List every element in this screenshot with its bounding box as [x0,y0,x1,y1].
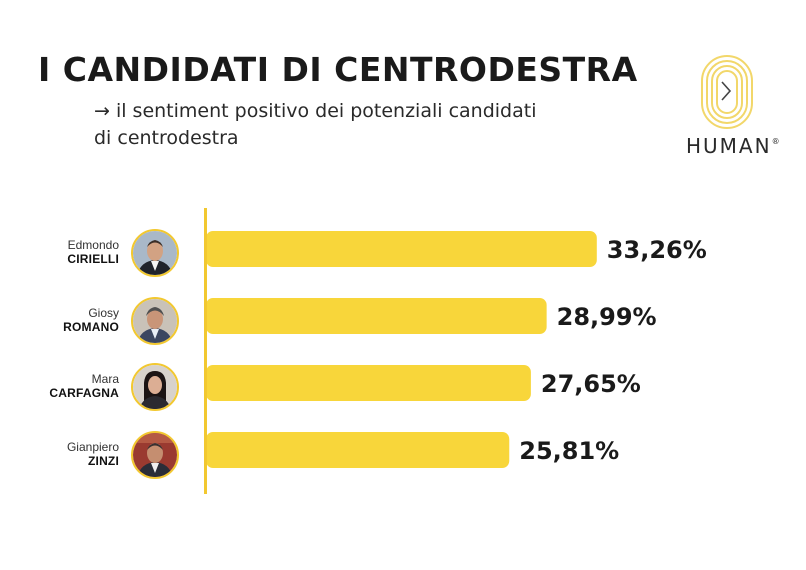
bar [206,365,531,401]
category-axis-line [204,208,207,494]
candidate-last-name: CIRIELLI [67,252,119,266]
candidate-last-name: ZINZI [88,454,119,468]
candidate-first-name: Mara [91,372,119,386]
bar-value-label: 33,26% [607,236,707,264]
candidate-first-name: Giosy [88,306,119,320]
chart-title: I CANDIDATI DI CENTRODESTRA [38,50,638,89]
logo-wordmark: HUMAN® [686,134,780,158]
candidate-avatar [131,431,179,479]
bar [206,432,510,468]
bar [206,231,597,267]
bar-value-label: 27,65% [541,370,641,398]
candidate-label: Mara CARFAGNA [20,372,119,400]
bar [206,298,547,334]
chart-subtitle: → il sentiment positivo dei potenziali c… [94,100,537,149]
candidate-first-name: Gianpiero [66,440,119,454]
candidate-avatar [131,297,179,345]
human-logo-icon [684,52,784,162]
candidate-avatar [131,229,179,277]
candidate-last-name: CARFAGNA [49,386,119,400]
candidate-label: Edmondo CIRIELLI [20,238,119,266]
candidate-label: Gianpiero ZINZI [20,440,119,468]
candidate-last-name: ROMANO [63,320,119,334]
candidate-avatar [131,363,179,411]
bar-value-label: 25,81% [519,437,619,465]
candidate-label: Giosy ROMANO [20,306,119,334]
bar-value-label: 28,99% [557,303,657,331]
candidate-first-name: Edmondo [67,238,119,252]
